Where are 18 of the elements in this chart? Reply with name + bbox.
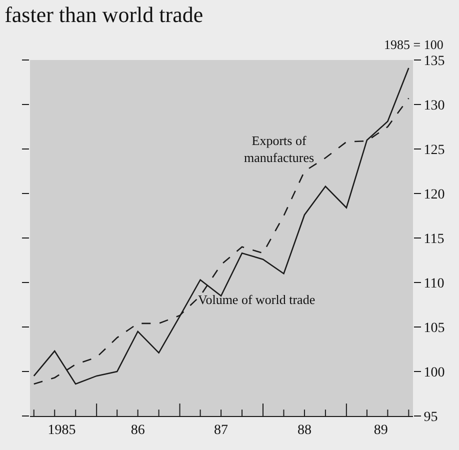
y-tick-label: 105: [424, 320, 445, 336]
x-tick-label: 88: [297, 422, 312, 438]
y-tick-label: 115: [424, 232, 444, 247]
annotation: Volume of world trade: [198, 292, 316, 307]
y-tick-label: 110: [424, 276, 444, 292]
y-tick-label: 100: [424, 365, 445, 380]
x-tick-label: 86: [130, 422, 145, 438]
y-tick-label: 125: [424, 142, 445, 158]
x-tick-label: 89: [374, 422, 388, 438]
chart-title: faster than world trade: [4, 2, 204, 28]
y-tick-label: 130: [424, 98, 445, 114]
x-tick-label: 1985: [48, 422, 76, 438]
y-tick-label: 120: [424, 187, 445, 202]
chart-subtitle: 1985 = 100: [384, 37, 444, 52]
y-tick-label: 95: [424, 410, 438, 425]
annotation: Exports of manufactures: [244, 133, 314, 165]
y-tick-label: 135: [424, 54, 445, 69]
x-tick-label: 87: [214, 422, 228, 438]
